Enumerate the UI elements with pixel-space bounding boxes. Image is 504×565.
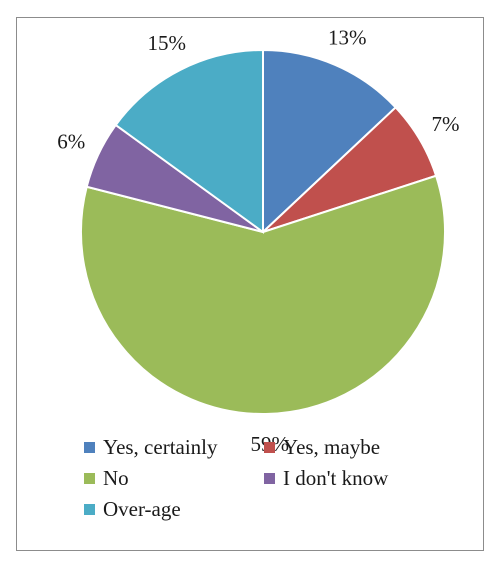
- pie-slice-label-4: 15%: [148, 31, 187, 55]
- legend-label-0: Yes, certainly: [103, 434, 218, 459]
- legend-label-3: I don't know: [283, 465, 389, 490]
- legend: Yes, certainly Yes, maybe No I don't know Ov…: [84, 432, 444, 524]
- legend-label-2: No: [103, 465, 129, 490]
- legend-item-2: No: [84, 463, 264, 493]
- legend-item-3: I don't know: [264, 463, 444, 493]
- legend-item-1: Yes, maybe: [264, 432, 444, 462]
- legend-label-1: Yes, maybe: [283, 434, 381, 459]
- pie-slice-0: [262, 48, 398, 235]
- legend-label-4: Over-age: [103, 496, 181, 521]
- pie-slice-4: [114, 48, 264, 234]
- legend-swatch-2: [84, 472, 95, 484]
- legend-item-0: Yes, certainly: [84, 432, 264, 462]
- pie-slice-label-3: 6%: [57, 130, 85, 154]
- pie-slices: [80, 48, 446, 416]
- legend-swatch-0: [84, 441, 95, 453]
- legend-item-4: Over-age: [84, 494, 264, 524]
- pie-slice-2: [80, 174, 446, 416]
- legend-swatch-3: [264, 472, 275, 484]
- pie-slice-label-1: 7%: [432, 112, 460, 136]
- pie-slice-label-0: 13%: [328, 25, 367, 49]
- pie-labels: 13%7%59%6%15%: [57, 25, 460, 455]
- legend-swatch-1: [264, 441, 275, 453]
- legend-swatch-4: [84, 503, 95, 515]
